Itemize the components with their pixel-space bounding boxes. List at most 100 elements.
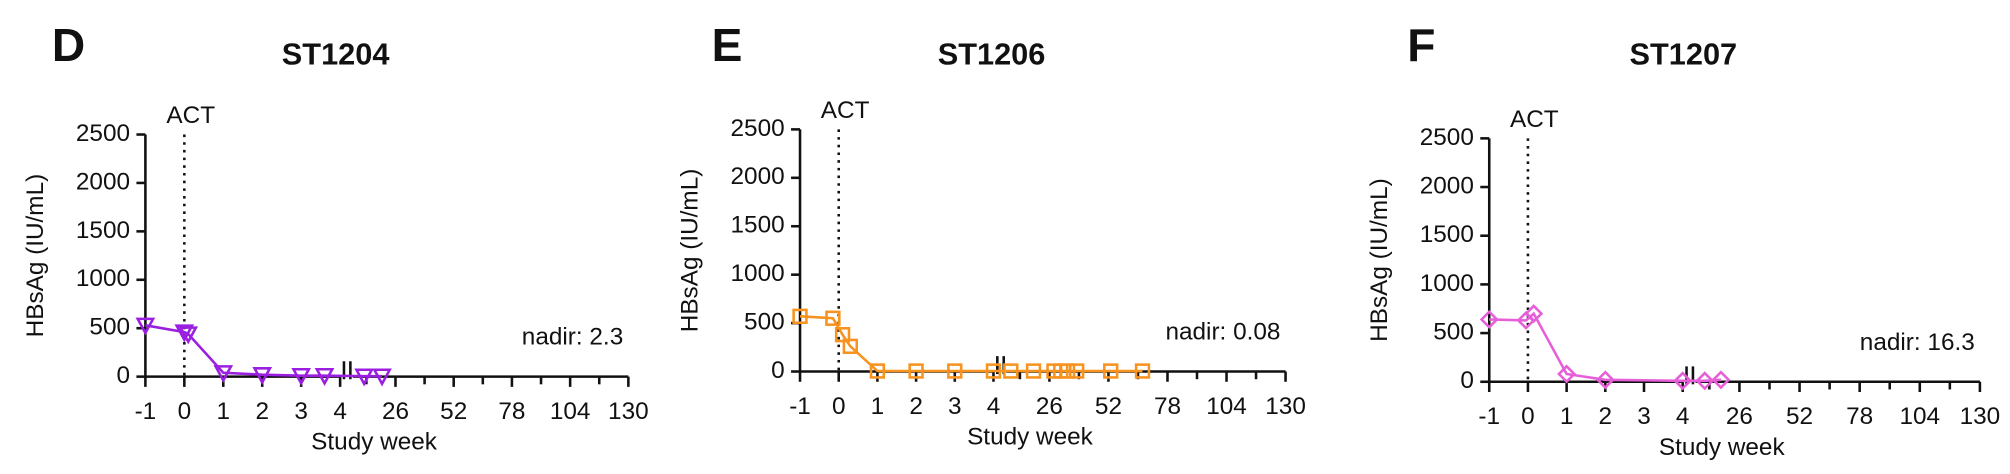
data-point — [842, 338, 859, 355]
nadir-note: nadir: 16.3 — [1860, 329, 1975, 356]
x-tick-label: 52 — [1786, 403, 1813, 430]
x-axis-label: Study week — [1659, 434, 1786, 461]
x-tick-label: 26 — [1036, 393, 1063, 420]
data-point — [252, 367, 273, 386]
x-tick-label: 2 — [1599, 403, 1613, 430]
y-axis-label: HBsAg (IU/mL) — [1366, 178, 1393, 342]
x-tick-label: 1 — [871, 393, 885, 420]
data-point — [1025, 363, 1042, 379]
x-tick-label: 1 — [1560, 403, 1574, 430]
panel-letter: F — [1407, 19, 1435, 71]
x-tick-label: 26 — [382, 398, 409, 425]
x-tick-label: 104 — [1206, 393, 1247, 420]
x-tick-label: 2 — [909, 393, 923, 420]
annotation: ACT — [1510, 106, 1559, 133]
data-point — [1695, 371, 1715, 391]
data-point — [174, 324, 195, 343]
x-tick-label: 130 — [608, 398, 649, 425]
x-axis-label: Study week — [967, 424, 1094, 451]
data-line — [799, 315, 1143, 373]
nadir-note: nadir: 0.08 — [1165, 319, 1280, 346]
x-tick-label: 3 — [294, 398, 308, 425]
annotation: ACT — [821, 97, 870, 124]
data-point — [135, 317, 156, 336]
x-tick-label: 104 — [550, 398, 591, 425]
data-line — [145, 324, 383, 378]
data-point — [947, 363, 963, 379]
y-tick-label: 2000 — [1420, 172, 1474, 199]
chart-title: ST1204 — [282, 36, 390, 71]
y-tick-label: 500 — [1433, 319, 1474, 346]
x-tick-label: -1 — [1478, 403, 1500, 430]
data-point — [1479, 309, 1499, 329]
x-tick-label: 52 — [440, 398, 467, 425]
x-tick-label: 0 — [1521, 403, 1535, 430]
data-point — [1103, 363, 1119, 379]
annotation: ACT — [166, 102, 215, 129]
y-tick-label: 1000 — [731, 260, 785, 287]
x-tick-label: -1 — [789, 393, 811, 420]
y-tick-label: 1500 — [76, 217, 130, 244]
data-point — [1595, 370, 1615, 390]
y-tick-label: 0 — [771, 357, 785, 384]
data-point — [354, 368, 374, 387]
x-tick-label: 3 — [948, 393, 962, 420]
y-tick-label: 2000 — [731, 163, 785, 190]
y-tick-label: 2000 — [76, 168, 130, 195]
x-tick-label: 4 — [1676, 403, 1690, 430]
data-point — [372, 368, 392, 387]
y-tick-label: 0 — [1460, 367, 1474, 394]
x-tick-label: 2 — [255, 398, 269, 425]
data-point — [834, 327, 851, 343]
y-tick-label: 500 — [89, 314, 130, 341]
y-tick-label: 2500 — [76, 120, 130, 147]
y-tick-label: 1000 — [76, 265, 130, 292]
data-point — [314, 367, 335, 387]
data-point — [213, 365, 234, 384]
data-point — [1673, 371, 1693, 391]
data-point — [1134, 363, 1151, 379]
data-point — [985, 363, 1002, 379]
data-point — [1059, 363, 1076, 379]
chart-title: ST1206 — [938, 36, 1046, 71]
x-tick-label: 78 — [1154, 393, 1181, 420]
data-point — [869, 363, 886, 379]
x-tick-label: 0 — [832, 393, 846, 420]
y-axis-label: HBsAg (IU/mL) — [22, 174, 49, 338]
x-tick-label: -1 — [135, 398, 157, 425]
x-tick-label: 130 — [1960, 403, 2001, 430]
x-tick-label: 4 — [987, 393, 1001, 420]
x-tick-label: 1 — [217, 398, 231, 425]
y-tick-label: 1000 — [1420, 270, 1474, 297]
data-point — [1068, 363, 1085, 379]
panel-letter: E — [712, 19, 743, 71]
y-tick-label: 2500 — [1420, 124, 1474, 151]
x-tick-label: 52 — [1095, 393, 1122, 420]
y-tick-label: 0 — [116, 362, 130, 389]
x-tick-label: 3 — [1637, 403, 1651, 430]
data-point — [908, 363, 924, 379]
data-point — [178, 326, 199, 345]
chart-title: ST1207 — [1630, 36, 1738, 71]
data-point — [1003, 363, 1019, 379]
data-line — [1489, 311, 1722, 383]
y-axis-label: HBsAg (IU/mL) — [677, 169, 704, 333]
data-point — [1557, 364, 1577, 384]
y-tick-label: 1500 — [731, 212, 785, 239]
x-tick-label: 26 — [1726, 403, 1753, 430]
data-point — [1524, 304, 1544, 324]
x-tick-label: 78 — [498, 398, 525, 425]
x-tick-label: 4 — [333, 398, 347, 425]
data-point — [1711, 370, 1731, 390]
x-tick-label: 130 — [1265, 393, 1306, 420]
panel-letter: D — [52, 19, 85, 71]
y-tick-label: 2500 — [731, 115, 785, 142]
data-point — [792, 308, 808, 324]
y-tick-label: 500 — [744, 309, 785, 336]
x-tick-label: 78 — [1846, 403, 1873, 430]
x-axis-label: Study week — [311, 429, 438, 456]
data-point — [291, 367, 312, 387]
data-point — [825, 310, 841, 326]
